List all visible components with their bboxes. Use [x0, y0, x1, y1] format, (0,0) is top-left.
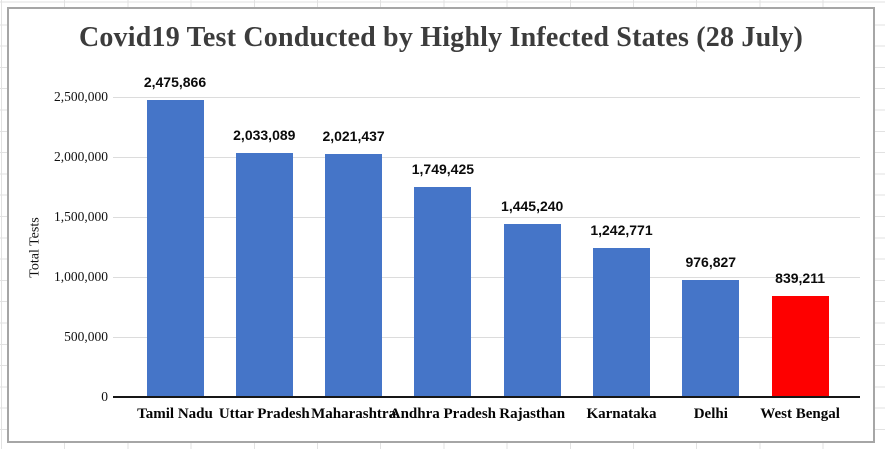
y-tick-label: 1,500,000 — [54, 209, 108, 224]
bar-tamil-nadu[interactable] — [146, 100, 204, 397]
bar-uttar-pradesh[interactable] — [235, 153, 293, 397]
chart-title: Covid19 Test Conducted by Highly Infecte… — [78, 22, 804, 53]
x-axis-label-andhra-pradesh: Andhra Pradesh — [389, 406, 497, 422]
x-axis-label-tamil-nadu: Tamil Nadu — [137, 406, 213, 422]
y-tick-label: 500,000 — [64, 329, 108, 344]
y-tick-label: 1,000,000 — [54, 269, 108, 284]
bar-value-label-uttar-pradesh: 2,033,089 — [233, 127, 296, 143]
x-axis-label-rajasthan: Rajasthan — [499, 406, 566, 422]
bar-value-label-andhra-pradesh: 1,749,425 — [411, 161, 475, 177]
bar-value-label-rajasthan: 1,445,240 — [501, 198, 564, 214]
bar-karnataka[interactable] — [593, 248, 650, 397]
y-tick-label: 0 — [101, 389, 108, 404]
bar-andhra-pradesh[interactable] — [414, 187, 472, 397]
y-tick-label: 2,500,000 — [54, 89, 108, 104]
x-axis-label-maharashtra: Maharashtra — [311, 406, 397, 422]
bar-value-label-maharashtra: 2,021,437 — [322, 128, 385, 144]
bar-value-label-karnataka: 1,242,771 — [590, 222, 653, 238]
bar-delhi[interactable] — [682, 280, 740, 397]
x-axis-baseline — [113, 396, 860, 398]
bar-value-label-tamil-nadu: 2,475,866 — [143, 74, 207, 90]
y-tick-label: 2,000,000 — [54, 149, 108, 164]
chart-card[interactable]: Covid19 Test Conducted by Highly Infecte… — [7, 7, 875, 443]
bar-value-label-delhi: 976,827 — [685, 254, 737, 270]
x-axis-label-uttar-pradesh: Uttar Pradesh — [218, 406, 310, 422]
x-axis-label-delhi: Delhi — [693, 406, 728, 422]
bar-rajasthan[interactable] — [503, 224, 561, 397]
y-gridline — [113, 217, 860, 218]
bar-west-bengal[interactable] — [771, 296, 829, 397]
x-axis-label-west-bengal: West Bengal — [760, 406, 840, 422]
plot-area: 0 500,000 1,000,000 1,500,000 2,000,000 2,500… — [9, 9, 873, 441]
y-gridline — [113, 337, 860, 338]
y-gridline — [113, 277, 860, 278]
bar-maharashtra[interactable] — [325, 154, 383, 397]
y-gridline — [113, 97, 860, 98]
bar-value-label-west-bengal: 839,211 — [775, 270, 826, 286]
x-axis-label-karnataka: Karnataka — [586, 406, 657, 422]
y-gridline — [113, 157, 860, 158]
